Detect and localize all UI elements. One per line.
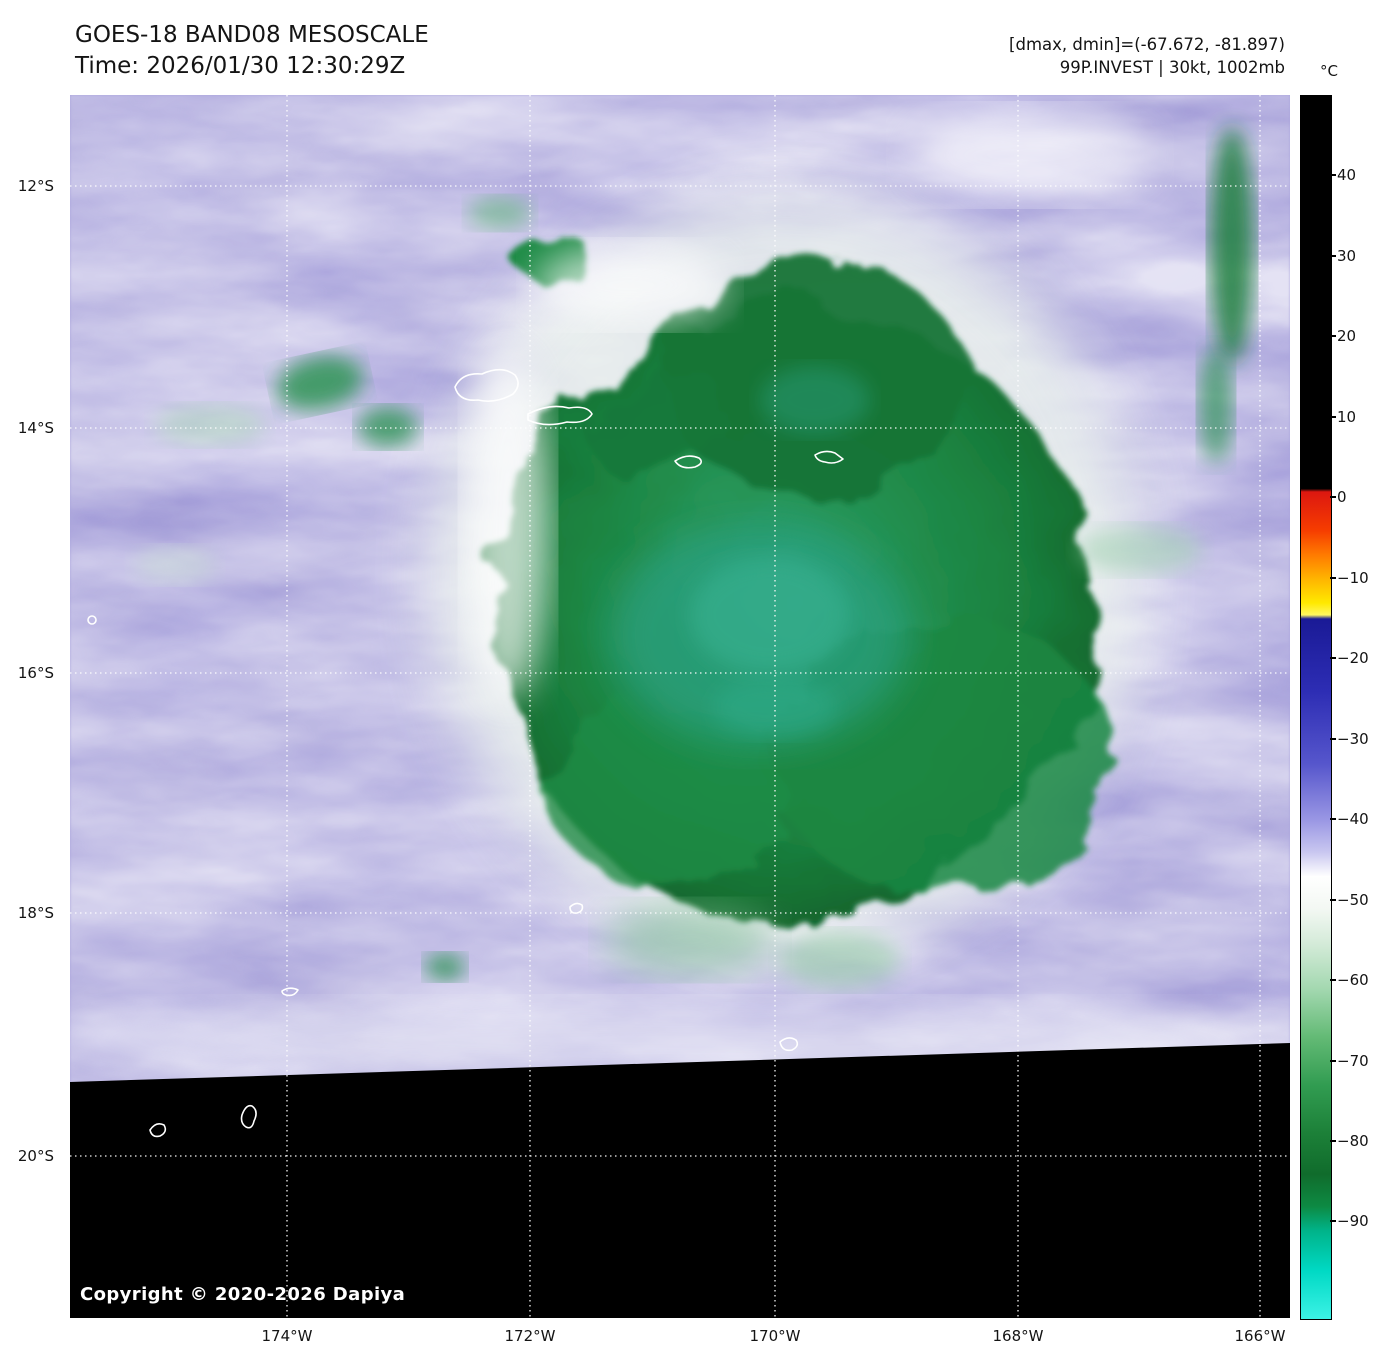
colorbar-tick-mark bbox=[1330, 737, 1336, 740]
lat-tick-label: 20°S bbox=[17, 1147, 54, 1165]
colorbar-tick-label: 10 bbox=[1337, 407, 1357, 426]
lon-tick-label: 170°W bbox=[749, 1327, 801, 1345]
product-time: Time: 2026/01/30 12:30:29Z bbox=[75, 53, 406, 79]
colorbar-tick-mark bbox=[1330, 898, 1336, 901]
lat-axis: 12°S 14°S 16°S 18°S 20°S bbox=[0, 95, 62, 1318]
colorbar-tick-mark bbox=[1330, 415, 1336, 418]
colorbar-tick-mark bbox=[1330, 1059, 1336, 1062]
colorbar-tick-label: −50 bbox=[1337, 890, 1369, 909]
lon-tick-label: 174°W bbox=[261, 1327, 313, 1345]
colorbar-tick-label: −20 bbox=[1337, 649, 1369, 668]
lon-axis: 174°W 172°W 170°W 168°W 166°W bbox=[70, 1327, 1290, 1353]
copyright-text: Copyright © 2020-2026 Dapiya bbox=[80, 1284, 406, 1305]
product-title: GOES-18 BAND08 MESOSCALE bbox=[75, 22, 429, 48]
map-area: Copyright © 2020-2026 Dapiya bbox=[70, 95, 1290, 1318]
colorbar-tick-label: 0 bbox=[1337, 488, 1347, 507]
colorbar-tick-label: −30 bbox=[1337, 729, 1369, 748]
colorbar-tick-mark bbox=[1330, 1139, 1336, 1142]
lon-tick-label: 172°W bbox=[504, 1327, 556, 1345]
colorbar-tick-mark bbox=[1330, 496, 1336, 499]
convective-system bbox=[430, 195, 1140, 955]
colorbar-ticks: 40 30 20 10 0 −10 −20 −30 −40 −50 −60 −70 −80 −90 bbox=[1330, 95, 1388, 1318]
colorbar-unit-label: °C bbox=[1320, 62, 1338, 80]
coastlines bbox=[87, 368, 844, 1138]
colorbar-tick-label: −90 bbox=[1337, 1212, 1369, 1231]
header-right: [dmax, dmin]=(-67.672, -81.897) 99P.INVE… bbox=[1009, 33, 1285, 79]
lat-tick-label: 12°S bbox=[17, 177, 54, 195]
colorbar-tick-mark bbox=[1330, 818, 1336, 821]
dmax-dmin-readout: [dmax, dmin]=(-67.672, -81.897) bbox=[1009, 35, 1285, 54]
gridlines bbox=[70, 95, 1290, 1318]
storm-readout: 99P.INVEST | 30kt, 1002mb bbox=[1059, 58, 1285, 77]
colorbar-tick-mark bbox=[1330, 1220, 1336, 1223]
lat-tick-label: 16°S bbox=[17, 664, 54, 682]
colorbar-tick-label: −10 bbox=[1337, 568, 1369, 587]
lat-tick-label: 18°S bbox=[17, 904, 54, 922]
colorbar-tick-mark bbox=[1330, 657, 1336, 660]
colorbar-tick-mark bbox=[1330, 254, 1336, 257]
colorbar-tick-mark bbox=[1330, 335, 1336, 338]
colorbar-tick-label: 20 bbox=[1337, 327, 1357, 346]
no-data-region bbox=[70, 1043, 1290, 1318]
colorbar-tick-label: 30 bbox=[1337, 246, 1357, 265]
cold-core-center bbox=[690, 557, 850, 673]
lon-tick-label: 166°W bbox=[1234, 1327, 1286, 1345]
colorbar-tick-label: 40 bbox=[1337, 166, 1357, 185]
colorbar bbox=[1300, 95, 1332, 1320]
colorbar-tick-label: −40 bbox=[1337, 810, 1369, 829]
lat-tick-label: 14°S bbox=[17, 419, 54, 437]
colorbar-tick-mark bbox=[1330, 174, 1336, 177]
lon-tick-label: 168°W bbox=[992, 1327, 1044, 1345]
header-left: GOES-18 BAND08 MESOSCALE Time: 2026/01/3… bbox=[75, 20, 429, 82]
colorbar-tick-label: −70 bbox=[1337, 1051, 1369, 1070]
colorbar-tick-label: −60 bbox=[1337, 971, 1369, 990]
satellite-image bbox=[70, 95, 1290, 1318]
colorbar-tick-label: −80 bbox=[1337, 1131, 1369, 1150]
colorbar-tick-mark bbox=[1330, 576, 1336, 579]
colorbar-tick-mark bbox=[1330, 979, 1336, 982]
